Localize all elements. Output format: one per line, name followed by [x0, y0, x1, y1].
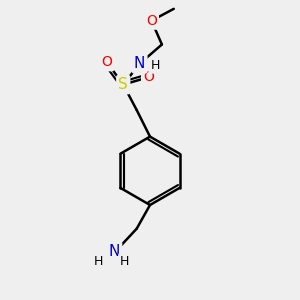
Text: O: O: [101, 55, 112, 69]
Text: H: H: [93, 255, 103, 268]
Text: O: O: [143, 70, 154, 84]
Text: N: N: [134, 56, 145, 71]
Text: H: H: [150, 59, 160, 72]
Text: N: N: [109, 244, 120, 259]
Text: H: H: [120, 255, 129, 268]
Text: O: O: [146, 14, 157, 28]
Text: S: S: [118, 77, 128, 92]
